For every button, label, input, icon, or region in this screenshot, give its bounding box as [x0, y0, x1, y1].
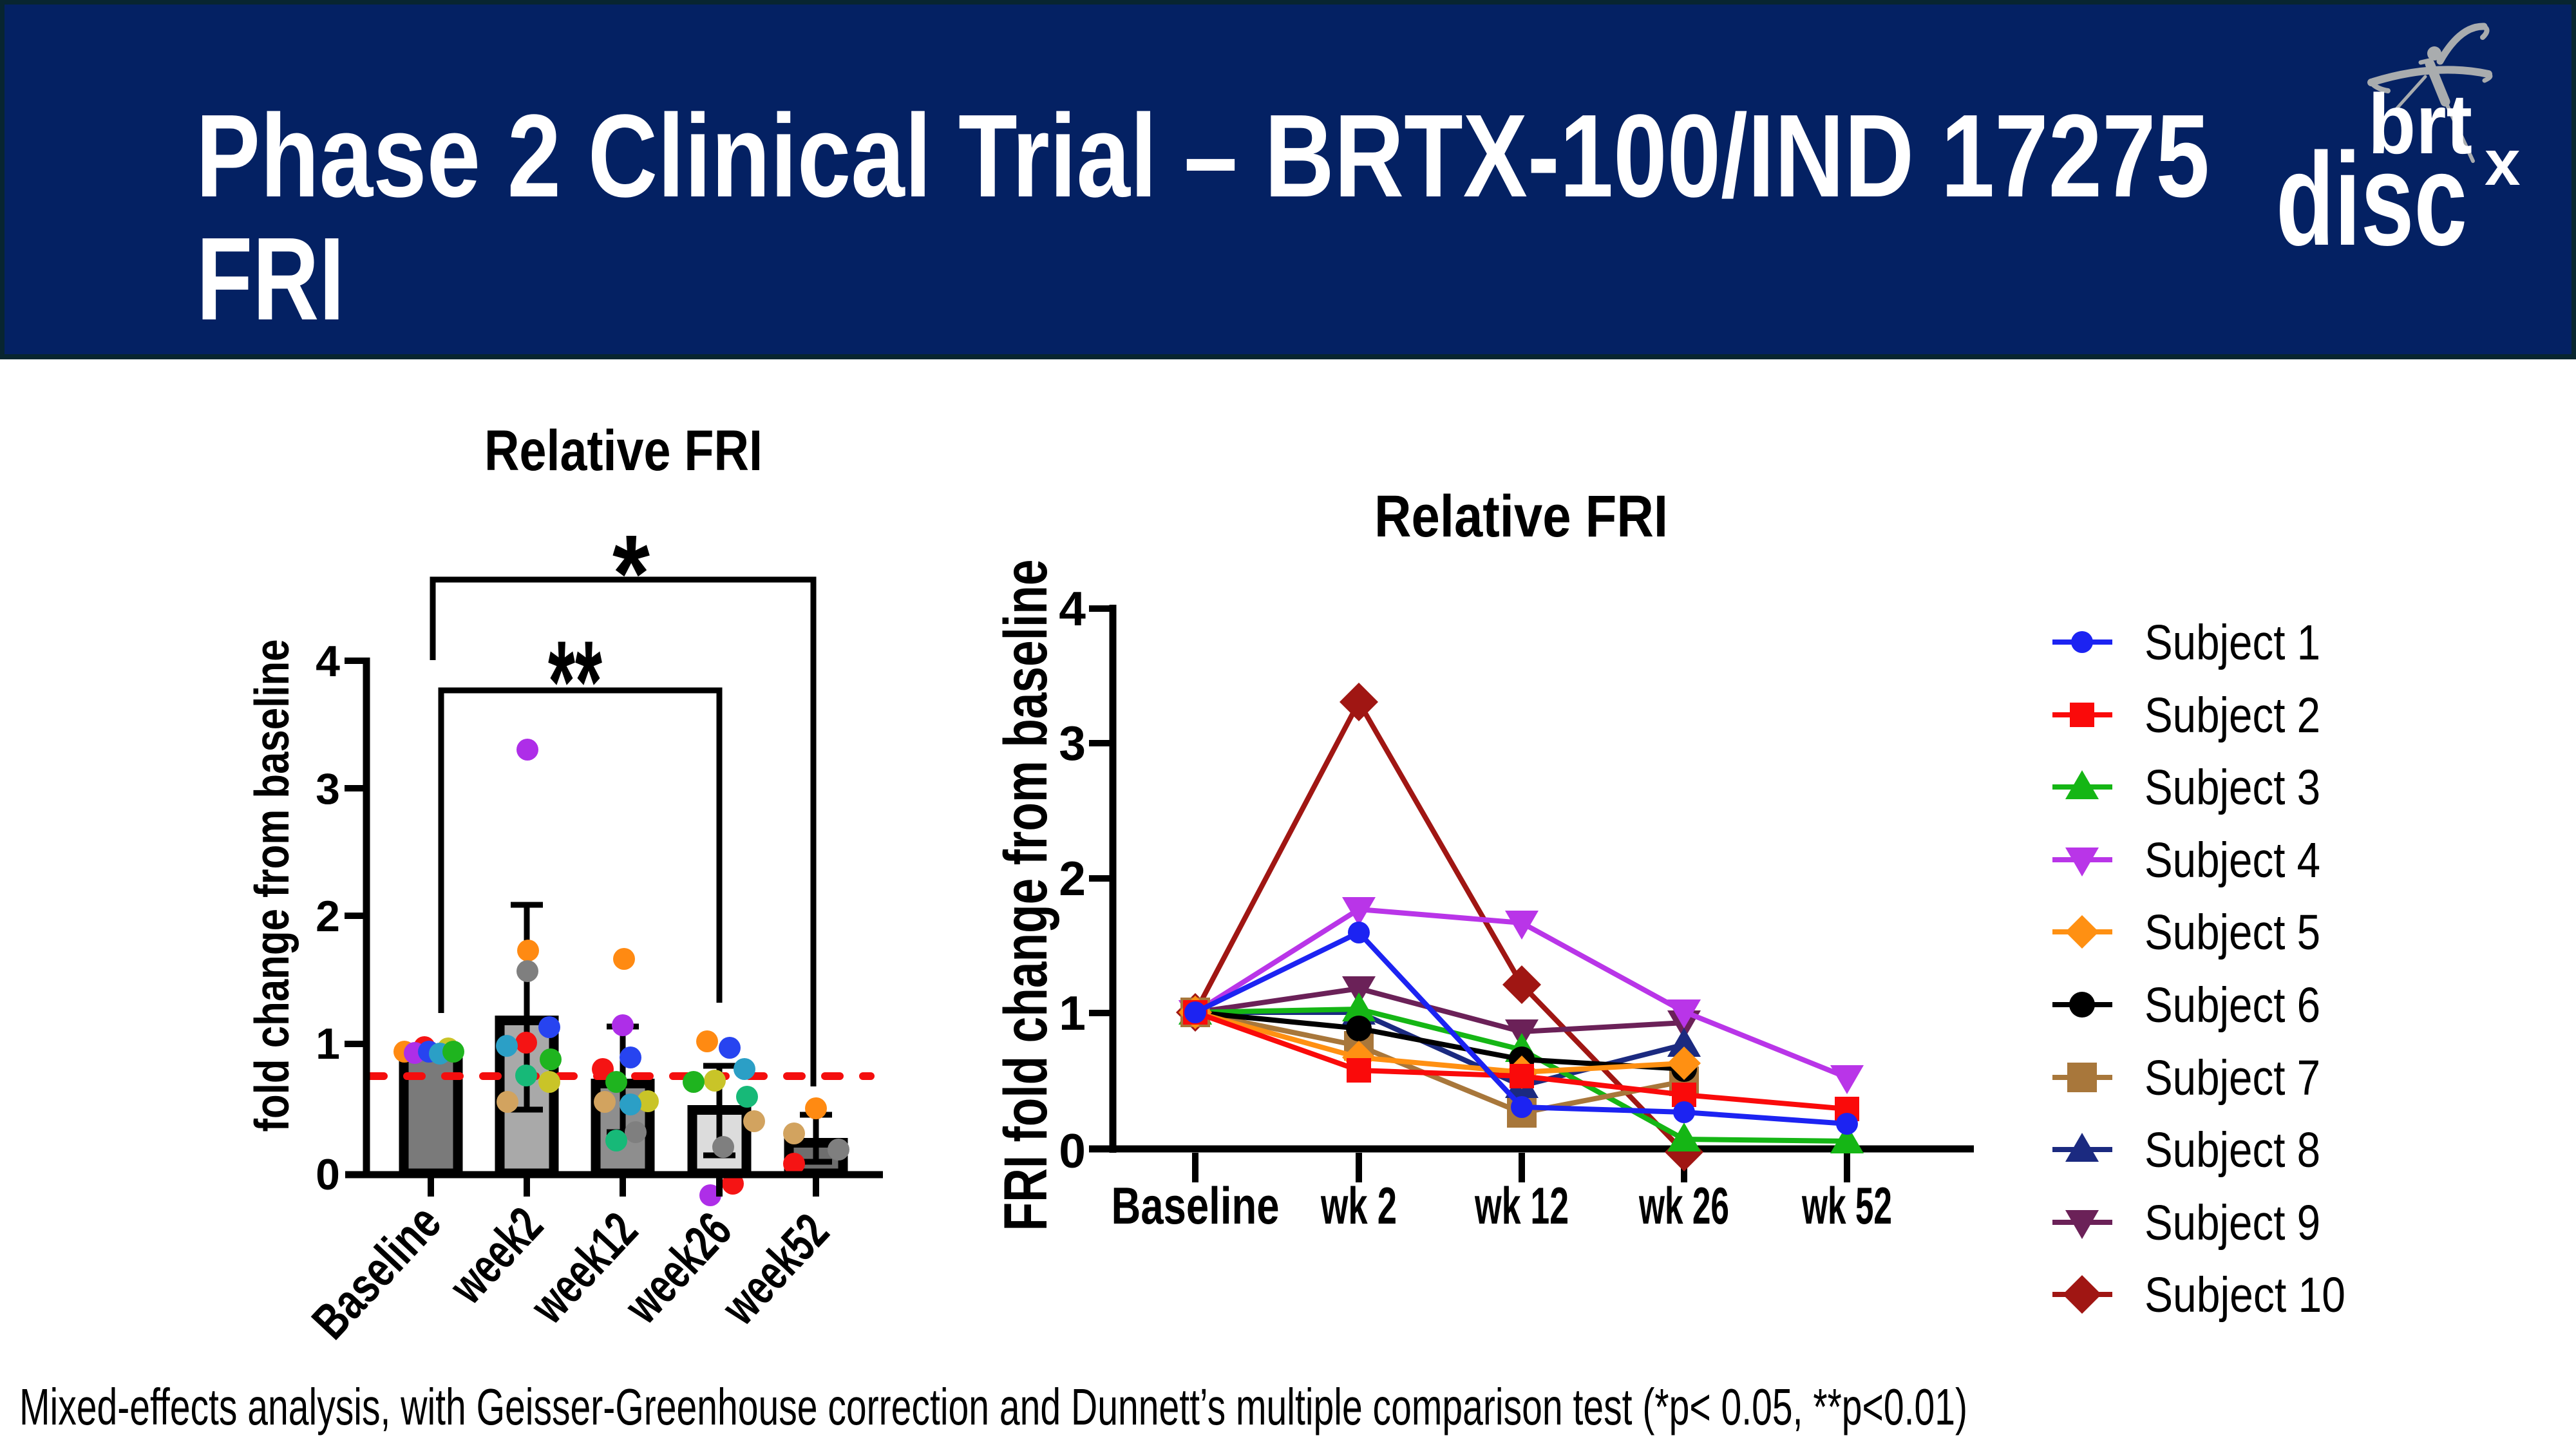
svg-text:**: **	[548, 617, 602, 747]
svg-text:week52: week52	[710, 1203, 840, 1336]
svg-text:Subject 9: Subject 9	[2145, 1195, 2320, 1251]
svg-text:Subject 7: Subject 7	[2145, 1050, 2320, 1106]
svg-text:Subject 10: Subject 10	[2145, 1267, 2345, 1323]
svg-text:x: x	[2485, 127, 2521, 199]
svg-text:2: 2	[316, 892, 340, 941]
svg-text:FRI: FRI	[196, 213, 345, 345]
svg-text:Subject 6: Subject 6	[2145, 978, 2320, 1033]
svg-text:4: 4	[316, 637, 340, 686]
svg-text:wk 52: wk 52	[1801, 1177, 1892, 1235]
svg-text:Subject 2: Subject 2	[2145, 688, 2320, 743]
svg-text:Subject 4: Subject 4	[2145, 833, 2320, 888]
svg-text:Baseline: Baseline	[301, 1194, 451, 1350]
svg-text:Relative FRI: Relative FRI	[484, 418, 762, 482]
svg-text:wk 2: wk 2	[1320, 1177, 1397, 1235]
svg-text:brt: brt	[2368, 77, 2472, 171]
svg-text:fold change from baseline: fold change from baseline	[245, 639, 299, 1132]
svg-text:Subject 1: Subject 1	[2145, 615, 2320, 670]
svg-text:1: 1	[316, 1019, 340, 1068]
svg-text:4: 4	[1059, 582, 1086, 636]
svg-text:Subject 5: Subject 5	[2145, 905, 2320, 960]
svg-text:Relative FRI: Relative FRI	[1374, 484, 1668, 549]
svg-text:0: 0	[1059, 1124, 1086, 1178]
svg-text:*: *	[612, 513, 650, 635]
svg-text:3: 3	[1059, 716, 1086, 770]
svg-text:2: 2	[1059, 851, 1086, 905]
svg-text:week26: week26	[613, 1202, 743, 1334]
svg-text:wk 12: wk 12	[1474, 1177, 1569, 1235]
svg-text:Baseline: Baseline	[1112, 1177, 1280, 1235]
svg-text:Mixed-effects analysis, with G: Mixed-effects analysis, with Geisser-Gre…	[19, 1378, 1967, 1435]
svg-text:Phase 2 Clinical Trial – BRTX-: Phase 2 Clinical Trial – BRTX-100/IND 17…	[196, 90, 2210, 222]
svg-text:3: 3	[316, 764, 340, 813]
svg-text:FRI fold change from baseline: FRI fold change from baseline	[992, 560, 1060, 1231]
svg-text:Subject 8: Subject 8	[2145, 1122, 2320, 1178]
svg-text:wk 26: wk 26	[1638, 1177, 1729, 1235]
svg-text:1: 1	[1059, 986, 1086, 1040]
svg-text:Subject 3: Subject 3	[2145, 760, 2320, 815]
svg-text:disc: disc	[2276, 126, 2467, 273]
svg-text:0: 0	[316, 1150, 340, 1199]
